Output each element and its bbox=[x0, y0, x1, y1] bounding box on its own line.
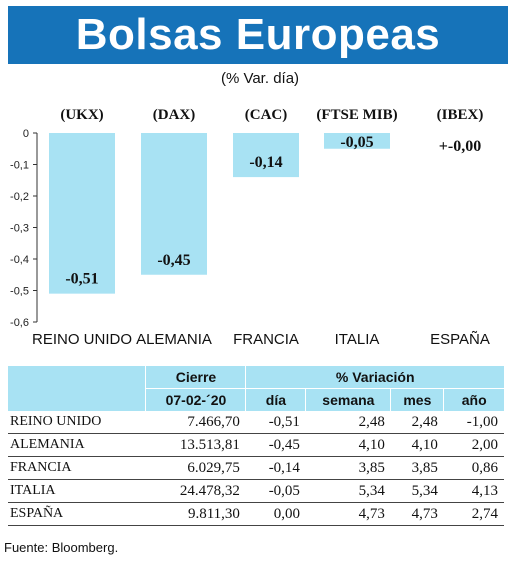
row-year: -1,00 bbox=[443, 411, 504, 434]
table-column-header-row: 07-02-´20 día semana mes año bbox=[8, 388, 504, 411]
bar-chart: 0 -0,1 -0,2 -0,3 -0,4 -0,5 -0,6 (UKX) (DAX) (CAC)… bbox=[10, 107, 490, 348]
row-name: ITALIA bbox=[8, 479, 146, 503]
row-name: ESPAÑA bbox=[8, 502, 146, 526]
y-tick-label: -0,3 bbox=[10, 223, 29, 235]
value-label: -0,05 bbox=[340, 134, 373, 151]
close-group-header: Cierre bbox=[145, 366, 246, 389]
row-close: 9.811,30 bbox=[145, 502, 246, 526]
col-header-date: 07-02-´20 bbox=[145, 388, 246, 411]
row-name: REINO UNIDO bbox=[8, 411, 146, 434]
row-close: 7.466,70 bbox=[145, 411, 246, 434]
stock-table: Cierre % Variación 07-02-´20 día semana … bbox=[8, 366, 504, 526]
index-label: (CAC) bbox=[245, 107, 288, 123]
row-month: 4,10 bbox=[390, 433, 444, 457]
table-corner bbox=[8, 366, 146, 389]
y-tick-label: -0,2 bbox=[10, 191, 29, 203]
row-day: -0,51 bbox=[245, 411, 306, 434]
chart-subtitle: (% Var. día) bbox=[220, 70, 300, 87]
y-tick-label: -0,1 bbox=[10, 160, 29, 172]
index-label: (IBEX) bbox=[437, 107, 484, 123]
row-day: 0,00 bbox=[245, 502, 306, 526]
row-day: -0,45 bbox=[245, 433, 306, 457]
row-close: 6.029,75 bbox=[145, 456, 246, 480]
bar bbox=[141, 133, 207, 275]
index-label: (DAX) bbox=[153, 107, 196, 123]
row-close: 13.513,81 bbox=[145, 433, 246, 457]
category-label: REINO UNIDO bbox=[32, 331, 132, 348]
category-label: FRANCIA bbox=[233, 331, 299, 348]
y-tick-label: -0,4 bbox=[10, 254, 29, 266]
category-label: ITALIA bbox=[335, 331, 380, 348]
bar bbox=[233, 133, 299, 178]
row-month: 3,85 bbox=[390, 456, 444, 480]
row-week: 4,73 bbox=[305, 502, 391, 526]
table-row: ESPAÑA 9.811,30 0,00 4,73 4,73 2,74 bbox=[8, 502, 504, 526]
table-row: FRANCIA 6.029,75 -0,14 3,85 3,85 0,86 bbox=[8, 456, 504, 480]
row-year: 4,13 bbox=[443, 479, 504, 503]
row-name: ALEMANIA bbox=[8, 433, 146, 457]
row-month: 4,73 bbox=[390, 502, 444, 526]
value-label: -0,45 bbox=[157, 252, 190, 269]
index-label: (FTSE MIB) bbox=[316, 107, 397, 123]
table-row: ALEMANIA 13.513,81 -0,45 4,10 4,10 2,00 bbox=[8, 433, 504, 457]
row-week: 3,85 bbox=[305, 456, 391, 480]
value-label: -0,14 bbox=[249, 154, 282, 171]
y-tick-label: -0,5 bbox=[10, 286, 29, 298]
row-week: 5,34 bbox=[305, 479, 391, 503]
y-tick-label: -0,6 bbox=[10, 317, 29, 329]
table-corner-2 bbox=[8, 388, 146, 411]
row-week: 2,48 bbox=[305, 411, 391, 434]
row-day: -0,05 bbox=[245, 479, 306, 503]
col-header-year: año bbox=[443, 388, 504, 411]
value-label: -0,51 bbox=[65, 271, 98, 288]
bar bbox=[49, 133, 115, 294]
row-month: 2,48 bbox=[390, 411, 444, 434]
row-month: 5,34 bbox=[390, 479, 444, 503]
y-tick-label: 0 bbox=[23, 128, 29, 140]
table-row: ITALIA 24.478,32 -0,05 5,34 5,34 4,13 bbox=[8, 479, 504, 503]
source-note: Fuente: Bloomberg. bbox=[4, 540, 119, 555]
col-header-month: mes bbox=[390, 388, 444, 411]
row-year: 2,00 bbox=[443, 433, 504, 457]
value-label: +-0,00 bbox=[439, 138, 481, 155]
title-banner: Bolsas Europeas bbox=[8, 6, 508, 64]
row-close: 24.478,32 bbox=[145, 479, 246, 503]
table-group-header-row: Cierre % Variación bbox=[8, 366, 504, 389]
col-header-week: semana bbox=[305, 388, 391, 411]
index-label: (UKX) bbox=[60, 107, 103, 123]
row-year: 2,74 bbox=[443, 502, 504, 526]
row-day: -0,14 bbox=[245, 456, 306, 480]
table-row: REINO UNIDO 7.466,70 -0,51 2,48 2,48 -1,… bbox=[8, 411, 504, 434]
bar bbox=[324, 133, 390, 149]
row-name: FRANCIA bbox=[8, 456, 146, 480]
category-label: ESPAÑA bbox=[430, 331, 490, 348]
col-header-day: día bbox=[245, 388, 306, 411]
row-week: 4,10 bbox=[305, 433, 391, 457]
category-label: ALEMANIA bbox=[136, 331, 212, 348]
page-title: Bolsas Europeas bbox=[75, 10, 441, 59]
row-year: 0,86 bbox=[443, 456, 504, 480]
variation-group-header: % Variación bbox=[245, 366, 504, 389]
